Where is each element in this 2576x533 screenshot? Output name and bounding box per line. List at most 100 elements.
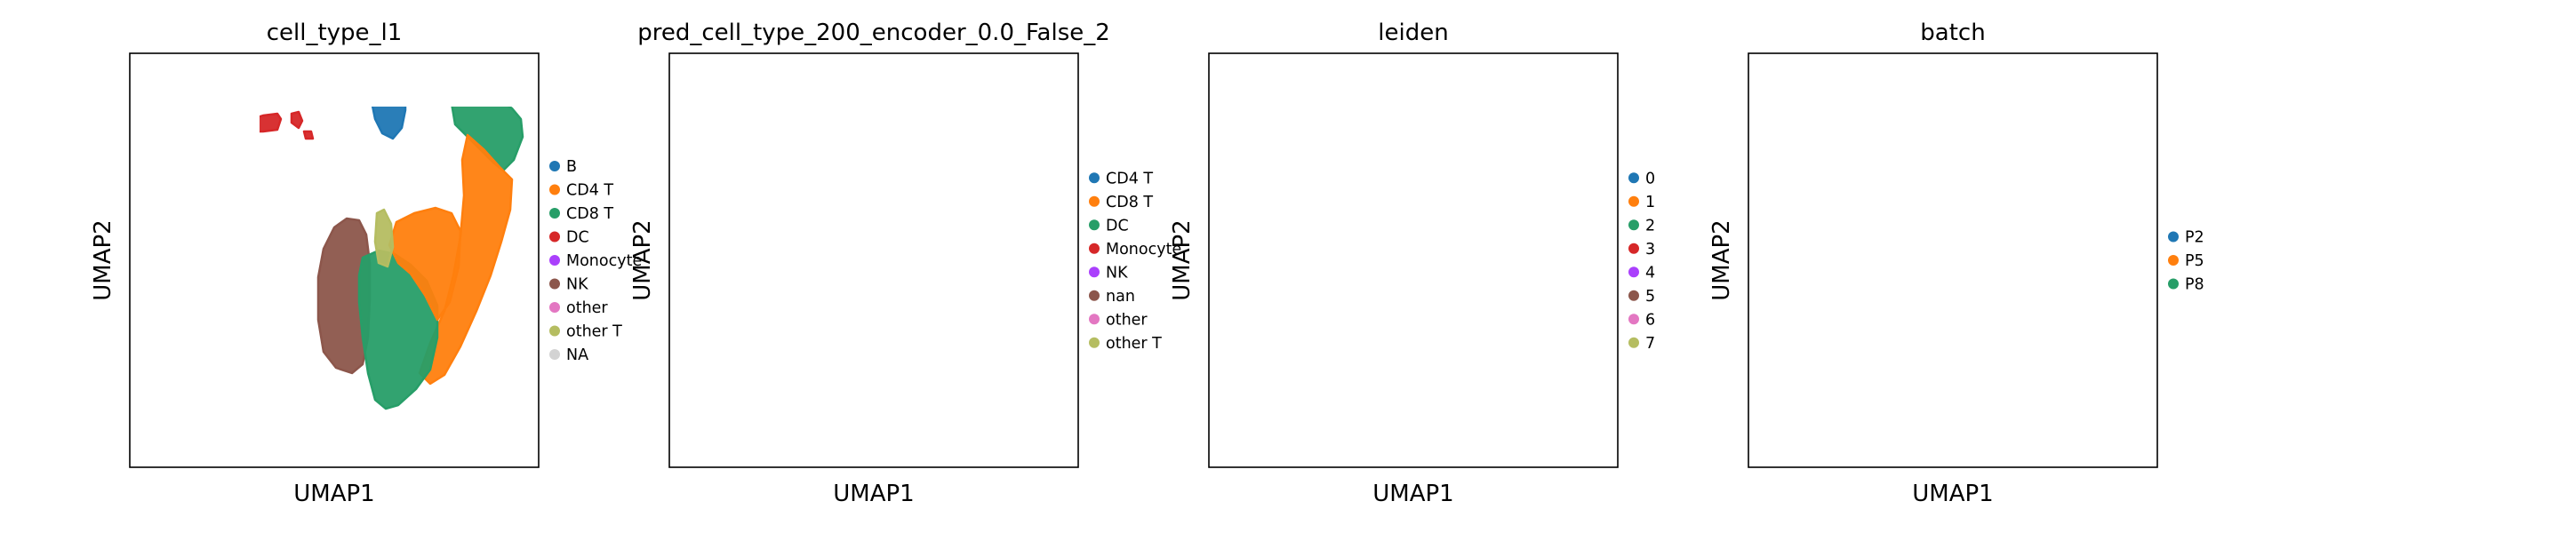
point	[2009, 390, 2012, 393]
point	[2013, 284, 2016, 287]
point	[2054, 219, 2057, 221]
point	[1815, 181, 1818, 184]
point	[1848, 446, 1851, 449]
point	[1820, 104, 1823, 107]
point	[1965, 260, 1968, 263]
point	[2029, 289, 2032, 291]
point	[1781, 154, 1784, 156]
point	[1973, 309, 1976, 312]
point	[1793, 130, 1796, 132]
point	[1818, 92, 1820, 95]
point	[1796, 146, 1799, 148]
cluster-body-right	[388, 206, 462, 322]
point	[1977, 263, 1980, 266]
point	[2046, 250, 2049, 252]
point	[1812, 219, 1815, 222]
point	[1983, 267, 1986, 270]
cluster-body-small	[373, 208, 395, 268]
point	[2003, 331, 2005, 334]
point	[1799, 147, 1802, 149]
legend-marker	[549, 349, 560, 360]
legend-marker	[2168, 231, 2179, 243]
point	[1950, 333, 1953, 336]
point	[1971, 227, 1973, 229]
point	[2033, 261, 2036, 264]
point	[1984, 293, 1987, 296]
point	[2041, 235, 2044, 238]
point	[1960, 225, 1963, 227]
point	[2064, 250, 2067, 252]
point	[1983, 253, 1986, 256]
point	[1978, 277, 1980, 280]
point	[1819, 91, 1821, 94]
point	[2028, 266, 2031, 269]
point	[2023, 337, 2026, 339]
point	[1970, 309, 1972, 312]
point	[1970, 356, 1972, 359]
point	[1788, 211, 1791, 214]
point	[2001, 399, 2004, 402]
point	[1828, 132, 1831, 135]
cluster-body-right	[2008, 208, 2079, 320]
point	[1820, 210, 1822, 212]
point	[1787, 115, 1789, 118]
point	[2037, 279, 2040, 282]
point	[1782, 214, 1785, 217]
point	[2029, 320, 2032, 322]
point	[2057, 209, 2060, 211]
point	[1843, 418, 1845, 420]
legend-label: Monocyte	[566, 252, 642, 270]
point	[2053, 215, 2056, 218]
point	[1774, 157, 1777, 160]
point	[1981, 318, 1984, 321]
point	[2034, 294, 2036, 297]
point	[1982, 235, 1985, 237]
point	[1940, 331, 1942, 334]
cluster-body-right	[929, 208, 1000, 320]
cluster-bottom-isolated	[1843, 398, 1853, 451]
point	[1948, 304, 1951, 306]
point	[1991, 326, 1994, 329]
point	[1825, 226, 1828, 228]
point	[1957, 256, 1960, 259]
point	[2076, 243, 2079, 246]
point	[1948, 319, 1950, 322]
umap-panel-3: leiden UMAP1 UMAP2 0 1 2 3 4 5 6 7	[1169, 20, 1655, 507]
point	[1981, 274, 1984, 277]
point	[1801, 203, 1804, 205]
point	[1781, 155, 1784, 158]
point	[2039, 214, 2042, 217]
legend-label: 3	[1645, 241, 1655, 259]
cluster-right-arm	[959, 135, 1052, 384]
point	[1941, 298, 1944, 301]
point	[2019, 344, 2021, 346]
cluster-top-dots	[1371, 112, 1392, 139]
point	[2060, 276, 2063, 279]
legend-marker	[1089, 172, 1100, 184]
point	[1964, 259, 1966, 262]
point	[2002, 385, 2004, 387]
point	[1802, 186, 1804, 188]
point	[2012, 261, 2015, 264]
point	[1941, 299, 1944, 302]
point	[2020, 233, 2023, 235]
legend-label: other T	[566, 323, 622, 341]
point	[1948, 349, 1950, 352]
x-axis-label: UMAP1	[1912, 481, 1993, 507]
point	[2020, 219, 2022, 221]
point	[1952, 259, 1955, 262]
point	[1813, 141, 1816, 144]
point	[1812, 84, 1814, 87]
point	[2027, 369, 2029, 371]
point	[1985, 307, 1988, 310]
point	[1828, 117, 1831, 120]
point	[1817, 235, 1820, 237]
point	[1991, 348, 1994, 351]
cluster-top-bridge	[260, 112, 283, 133]
legend-marker	[549, 161, 560, 171]
point	[1992, 274, 1995, 276]
legend-marker	[1628, 314, 1639, 325]
legend-label: 0	[1645, 170, 1655, 187]
point	[1937, 308, 1940, 311]
point	[1820, 196, 1823, 199]
